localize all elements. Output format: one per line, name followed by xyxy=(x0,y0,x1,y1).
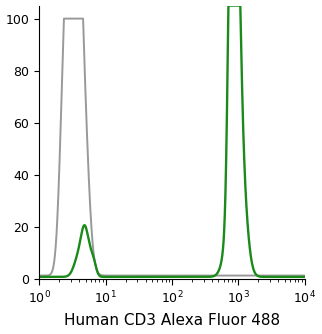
X-axis label: Human CD3 Alexa Fluor 488: Human CD3 Alexa Fluor 488 xyxy=(64,313,280,328)
